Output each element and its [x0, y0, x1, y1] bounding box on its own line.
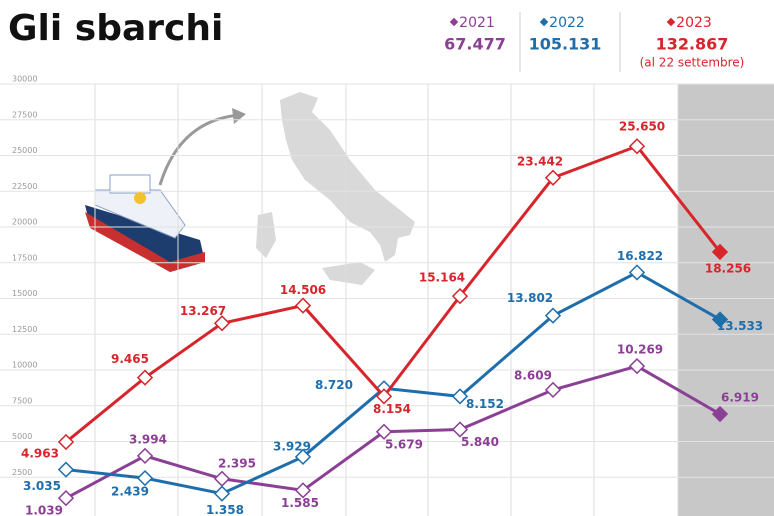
legend-label: 2021 [459, 15, 495, 31]
legend-marker [666, 17, 676, 27]
data-label: 3.035 [23, 479, 61, 493]
point-marker [136, 369, 154, 386]
point-marker [544, 307, 562, 324]
point-marker [294, 482, 312, 499]
data-label: 5.679 [385, 437, 423, 451]
point-marker [451, 388, 469, 405]
data-label: 8.154 [373, 402, 411, 416]
data-label: 14.506 [280, 283, 326, 297]
y-tick-label: 2500 [12, 468, 32, 477]
y-tick-label: 27500 [12, 110, 37, 119]
point-marker [294, 448, 312, 465]
point-marker [294, 297, 312, 314]
point-marker [544, 169, 562, 186]
point-marker [451, 288, 469, 305]
y-tick-label: 30000 [12, 75, 37, 84]
legend-marker [449, 17, 459, 27]
data-label: 10.269 [617, 343, 663, 357]
point-marker [136, 469, 154, 487]
point-marker [136, 447, 154, 465]
legend-label: 2023 [676, 15, 712, 31]
data-label: 3.929 [273, 439, 311, 453]
data-label: 6.919 [721, 391, 759, 405]
legend-marker [539, 17, 549, 27]
data-label: 8.720 [315, 378, 353, 392]
point-marker [451, 421, 469, 438]
legend-total: 105.131 [529, 35, 602, 54]
data-label: 9.465 [111, 352, 149, 366]
partial-month-band [678, 84, 774, 516]
data-label: 16.822 [617, 249, 663, 263]
point-marker [544, 381, 562, 399]
data-label: 2.395 [218, 456, 256, 470]
point-marker [711, 311, 729, 328]
illustration [85, 92, 415, 285]
y-tick-label: 22500 [12, 182, 37, 191]
data-label: 1.039 [25, 504, 63, 516]
data-label: 13.802 [507, 291, 553, 305]
data-label: 13.267 [180, 304, 226, 318]
point-marker [213, 315, 231, 332]
series-line [65, 144, 722, 444]
y-tick-label: 5000 [12, 432, 32, 441]
legend-note: (al 22 settembre) [640, 56, 745, 70]
point-marker [628, 138, 646, 155]
data-label: 8.609 [514, 368, 552, 382]
data-label: 18.256 [705, 261, 751, 275]
chart-title: Gli sbarchi [8, 8, 223, 49]
point-marker [57, 490, 75, 507]
y-tick-label: 15000 [12, 289, 37, 298]
data-label: 1.585 [281, 496, 319, 510]
y-tick-label: 20000 [12, 218, 37, 227]
data-label: 13.533 [717, 319, 763, 333]
data-label: 23.442 [517, 154, 563, 168]
point-marker [375, 423, 393, 440]
point-marker [213, 485, 231, 502]
data-label: 4.963 [21, 447, 59, 461]
point-marker [711, 243, 729, 261]
data-label: 2.439 [111, 485, 149, 499]
point-marker [628, 264, 646, 281]
data-label: 1.358 [206, 503, 244, 516]
y-tick-label: 25000 [12, 146, 37, 155]
point-marker [57, 433, 75, 451]
legend-total: 132.867 [656, 35, 729, 54]
point-marker [628, 358, 646, 375]
data-label: 25.650 [619, 120, 665, 134]
point-marker [711, 405, 729, 423]
data-label: 15.164 [419, 271, 465, 285]
y-tick-label: 17500 [12, 253, 37, 262]
y-tick-label: 7500 [12, 396, 32, 405]
y-tick-label: 10000 [12, 361, 37, 370]
point-marker [213, 470, 231, 487]
y-tick-label: 12500 [12, 325, 37, 334]
data-label: 5.840 [461, 435, 499, 449]
legend-label: 2022 [549, 15, 585, 31]
legend-total: 67.477 [444, 35, 506, 54]
point-marker [375, 388, 393, 405]
point-marker [57, 461, 75, 478]
data-label: 8.152 [466, 397, 504, 411]
data-label: 3.994 [129, 432, 167, 446]
